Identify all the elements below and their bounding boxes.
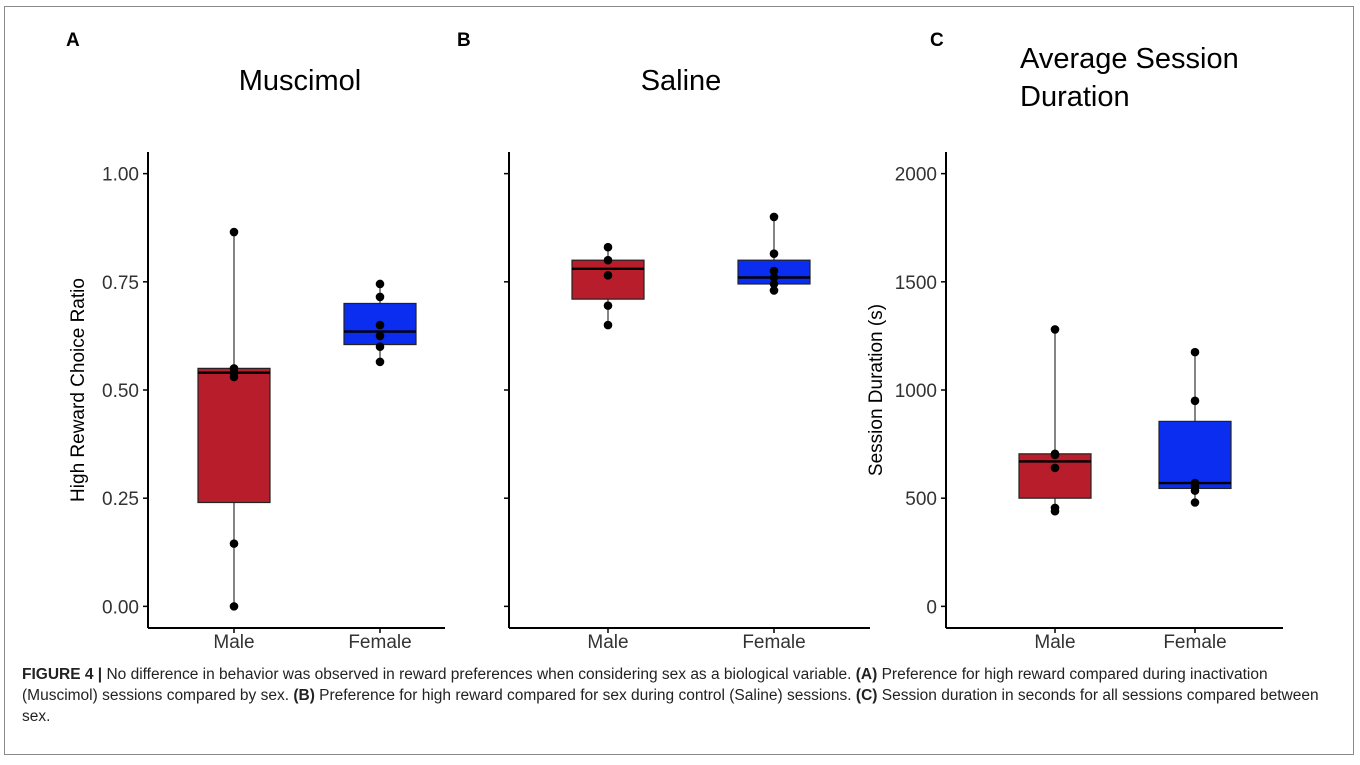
data-point <box>769 266 779 276</box>
x-tick-label: Female <box>1163 632 1226 653</box>
y-tick-label: 0.75 <box>102 273 139 294</box>
y-tick-label: 2000 <box>895 165 937 186</box>
figure-caption: FIGURE 4 | No difference in behavior was… <box>22 664 1337 727</box>
y-tick-label: 0.50 <box>102 381 139 402</box>
y-tick-label: 1000 <box>895 381 937 402</box>
data-point <box>1190 396 1200 406</box>
data-point <box>1190 347 1200 357</box>
panel-a: A Muscimol 0.00 0.25 0.50 0.75 1.00 High Reward… <box>66 30 445 653</box>
caption-text-1: No difference in behavior was observed i… <box>102 666 856 683</box>
caption-text-3: Preference for high reward compared for … <box>314 687 856 704</box>
data-point <box>375 331 385 341</box>
data-point <box>375 320 385 330</box>
y-tick-label: 0 <box>926 597 937 618</box>
data-point <box>375 342 385 352</box>
data-point <box>603 255 613 265</box>
panel-title: Saline <box>641 65 722 97</box>
data-point <box>1050 506 1060 516</box>
y-tick-label: 1500 <box>895 273 937 294</box>
data-point <box>603 320 613 330</box>
x-tick-label: Female <box>742 632 805 653</box>
data-point <box>603 271 613 280</box>
panel-letter: A <box>66 30 80 51</box>
panel-title: Duration <box>1020 81 1130 113</box>
caption-text-2: Preference for high reward compared duri… <box>22 666 1268 704</box>
caption-ref-a: (A) <box>855 666 878 683</box>
y-axis-label: Session Duration (s) <box>866 304 887 476</box>
data-point <box>1050 450 1060 460</box>
panel-b: B Saline Male Female <box>457 30 870 653</box>
x-tick-label: Male <box>1034 632 1075 653</box>
data-point <box>769 286 779 295</box>
data-point <box>1050 463 1060 473</box>
data-point <box>769 249 779 258</box>
y-tick-label: 0.25 <box>102 489 139 510</box>
data-point <box>1050 325 1060 334</box>
caption-ref-c: (C) <box>855 687 878 704</box>
data-point <box>229 227 239 237</box>
data-point <box>603 301 613 310</box>
figure-label: FIGURE 4 | <box>22 666 103 683</box>
panel-title: Average Session <box>1020 43 1239 75</box>
panel-c: C Average Session Duration 0 500 1000 1500 2000… <box>866 30 1283 653</box>
box-male <box>197 367 271 504</box>
panel-title: Muscimol <box>239 65 361 97</box>
data-point <box>1190 498 1200 507</box>
x-tick-label: Male <box>587 632 628 653</box>
y-tick-label: 0.00 <box>102 597 139 618</box>
data-point <box>375 292 385 302</box>
data-point <box>769 212 779 222</box>
box-male <box>571 259 645 300</box>
y-tick-label: 500 <box>905 489 937 510</box>
y-tick-label: 1.00 <box>102 165 139 186</box>
y-axis-label: High Reward Choice Ratio <box>68 278 89 502</box>
x-tick-label: Female <box>348 632 411 653</box>
panel-letter: B <box>457 30 471 51</box>
data-point <box>769 279 779 289</box>
data-point <box>229 602 239 611</box>
panel-letter: C <box>930 30 944 51</box>
data-point <box>229 372 239 382</box>
data-point <box>375 279 385 289</box>
box-female <box>1158 420 1232 490</box>
caption-text-4: Session duration in seconds for all sess… <box>22 687 1319 725</box>
caption-ref-b: (B) <box>293 687 315 704</box>
data-point <box>769 273 779 282</box>
data-point <box>375 357 385 367</box>
data-point <box>1190 486 1200 495</box>
data-point <box>603 242 613 252</box>
x-tick-label: Male <box>213 632 254 653</box>
data-point <box>229 539 239 548</box>
